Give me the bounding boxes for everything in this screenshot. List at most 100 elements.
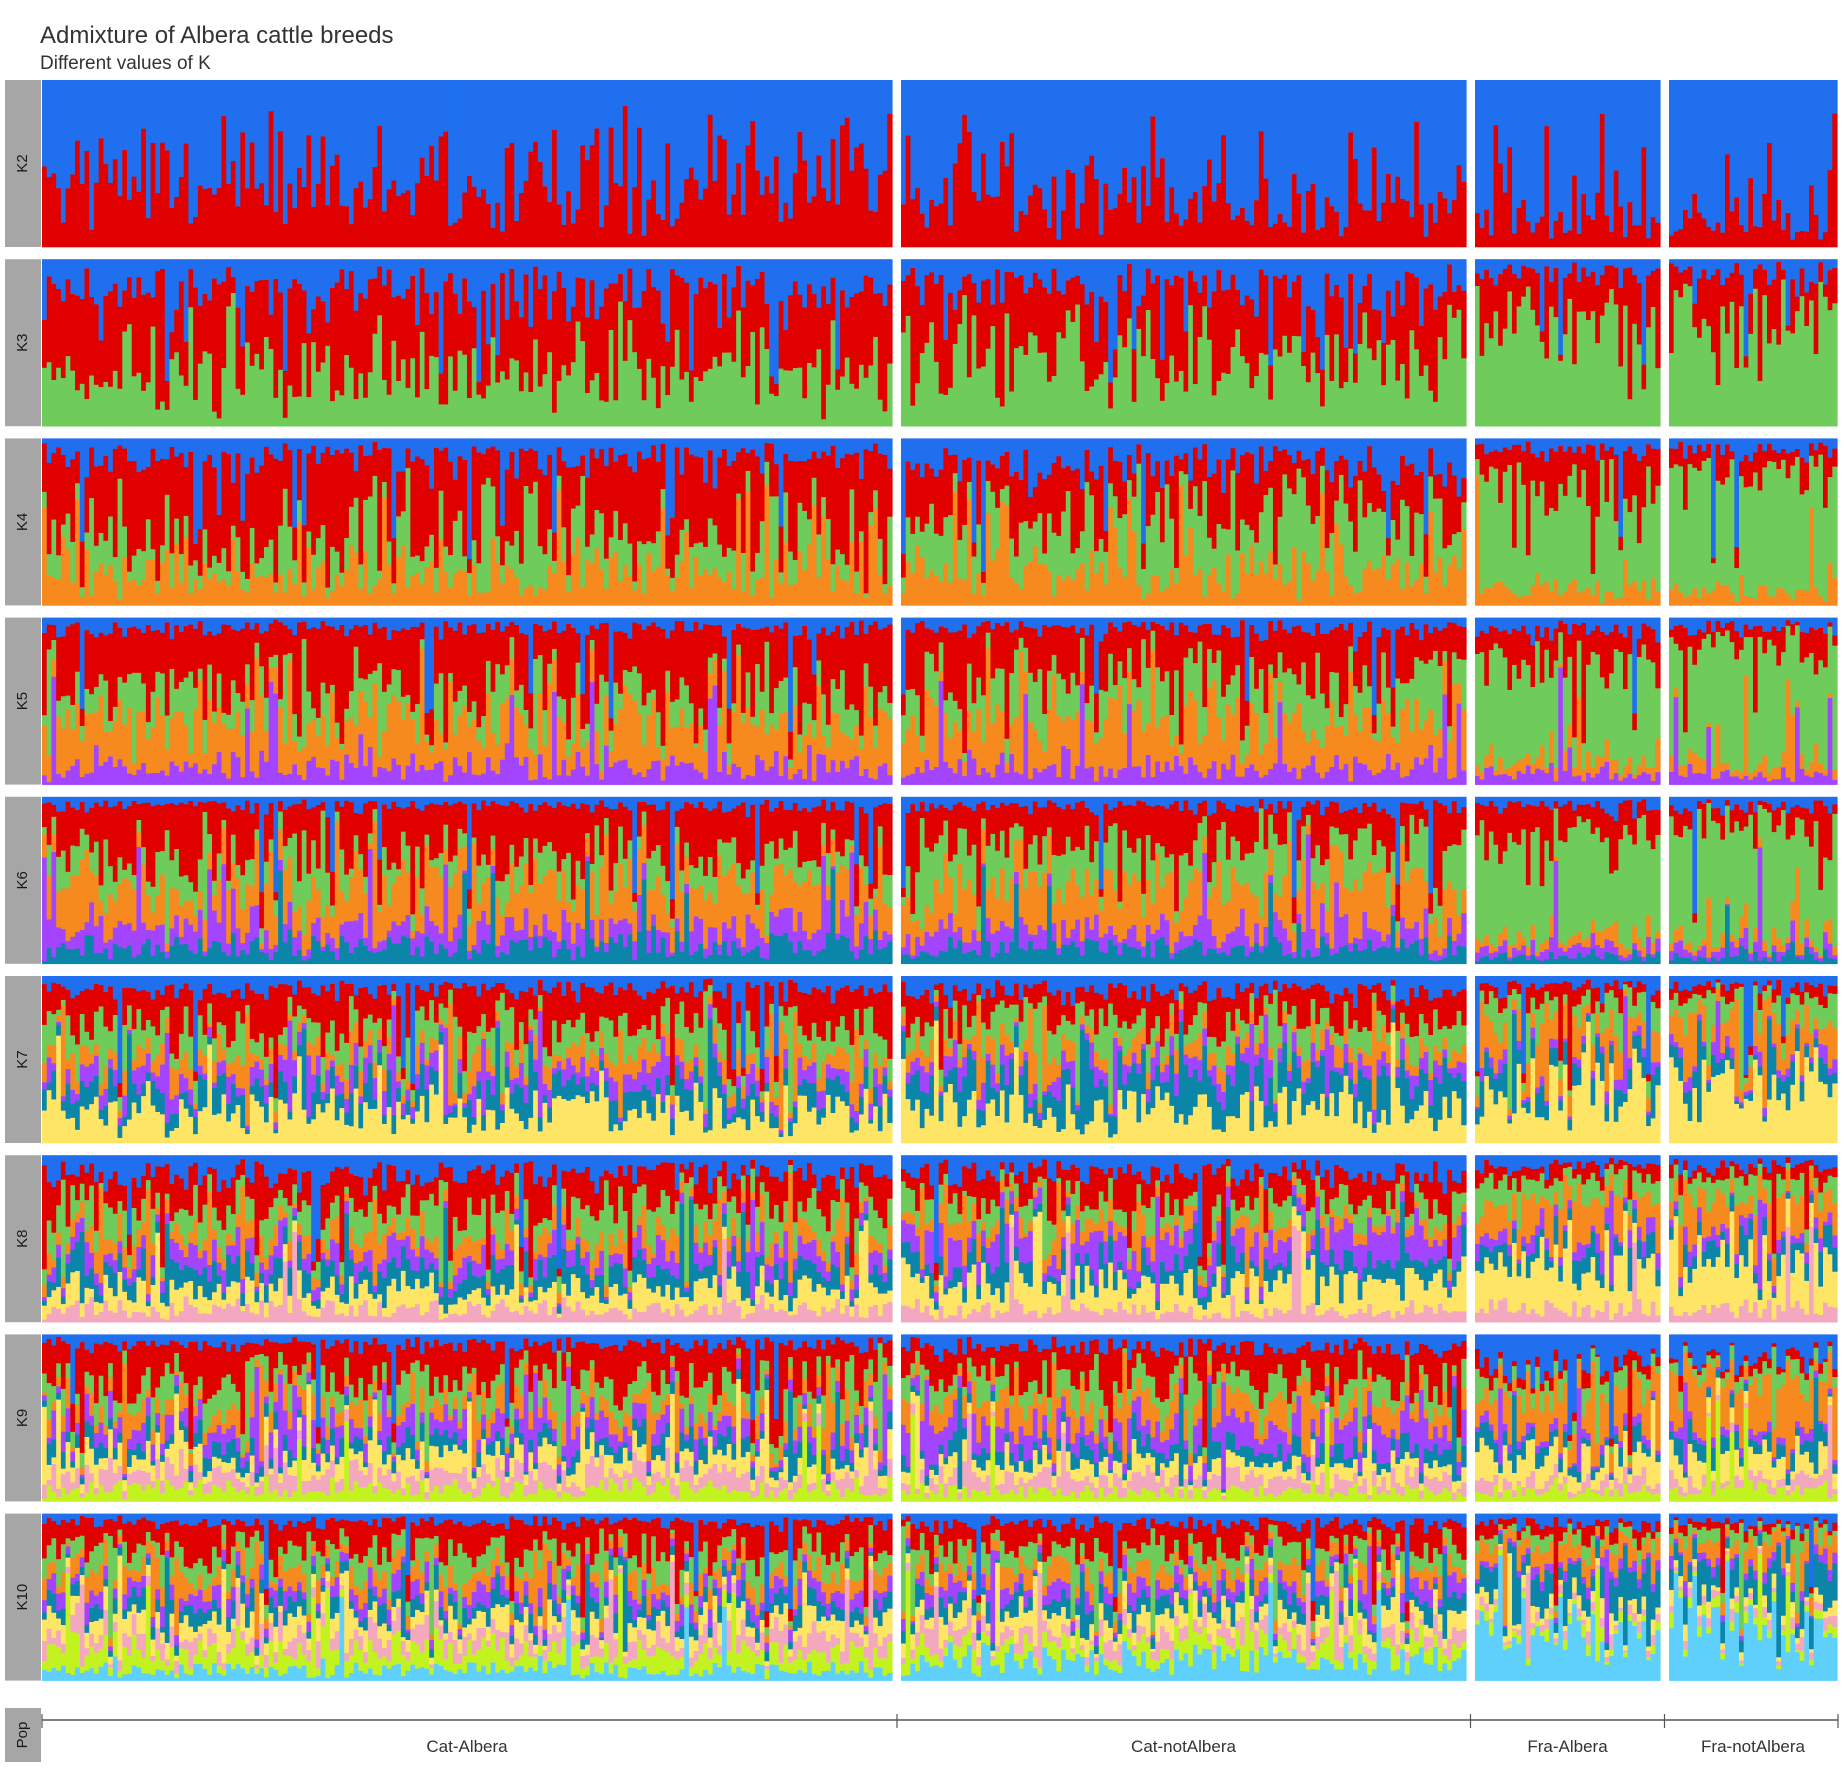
ancestry-bar (1085, 703, 1090, 720)
ancestry-bar (1287, 80, 1292, 227)
ancestry-bar (1804, 259, 1809, 292)
ancestry-bar (297, 449, 302, 501)
ancestry-bar (453, 701, 458, 734)
ancestry-bar (850, 454, 855, 489)
ancestry-bar (670, 630, 675, 702)
ancestry-bar (212, 80, 217, 195)
ancestry-bar (929, 80, 934, 200)
ancestry-bar (864, 378, 869, 427)
ancestry-bar (1132, 177, 1137, 247)
ancestry-bar (854, 259, 859, 293)
ancestry-bar (1188, 632, 1193, 649)
ancestry-bar (203, 351, 208, 426)
ancestry-bar (1595, 192, 1600, 247)
ancestry-bar (1353, 80, 1358, 159)
ancestry-bar (1395, 629, 1400, 678)
ancestry-bar (458, 438, 463, 456)
ancestry-bar (335, 618, 340, 631)
ancestry-bar (1151, 438, 1156, 476)
ancestry-bar (835, 438, 840, 468)
ancestry-bar (1000, 438, 1005, 455)
ancestry-bar (750, 630, 755, 717)
ancestry-bar (665, 766, 670, 785)
ancestry-bar (783, 454, 788, 493)
ancestry-bar (377, 578, 382, 605)
ancestry-bar (958, 578, 963, 606)
ancestry-bar (1278, 517, 1283, 565)
ancestry-bar (1498, 648, 1503, 757)
ancestry-bar (755, 404, 760, 426)
ancestry-bar (943, 762, 948, 785)
ancestry-bar (1531, 310, 1536, 427)
ancestry-bar (297, 736, 302, 751)
ancestry-bar (1254, 483, 1259, 542)
ancestry-bar (1517, 618, 1522, 632)
ancestry-bar (1103, 531, 1108, 552)
ancestry-bar (1716, 259, 1721, 269)
ancestry-bar (1061, 259, 1066, 294)
ancestry-bar (1174, 568, 1179, 584)
ancestry-bar (1362, 517, 1367, 569)
ancestry-bar (1019, 651, 1024, 774)
ancestry-bar (1282, 764, 1287, 785)
ancestry-bar (557, 775, 562, 785)
ancestry-bar (1400, 626, 1405, 683)
ancestry-bar (1800, 259, 1805, 268)
ancestry-bar (1311, 474, 1316, 524)
ancestry-bar (1395, 380, 1400, 426)
ancestry-bar (1240, 259, 1245, 305)
ancestry-bar (783, 618, 788, 623)
ancestry-bar (1381, 343, 1386, 386)
ancestry-bar (1521, 773, 1526, 784)
ancestry-bar (694, 438, 699, 456)
ancestry-bar (467, 726, 472, 752)
ancestry-bar (174, 689, 179, 712)
ancestry-bar (1264, 640, 1269, 713)
ancestry-bar (1804, 590, 1809, 605)
ancestry-bar (859, 291, 864, 365)
ancestry-bar (1758, 227, 1763, 247)
ancestry-bar (1047, 228, 1052, 248)
ancestry-bar (1405, 699, 1410, 776)
ancestry-bar (1706, 438, 1711, 443)
ancestry-bar (986, 460, 991, 481)
ancestry-bar (524, 274, 529, 372)
ancestry-bar (1075, 618, 1080, 634)
ancestry-bar (377, 266, 382, 315)
ancestry-bar (1814, 587, 1819, 606)
ancestry-bar (528, 780, 533, 785)
ancestry-bar (868, 259, 873, 278)
ancestry-bar (292, 397, 297, 427)
ancestry-bar (406, 448, 411, 468)
ancestry-bar (75, 295, 80, 390)
ancestry-bar (401, 80, 406, 193)
ancestry-bar (85, 259, 90, 268)
ancestry-bar (1254, 316, 1259, 376)
ancestry-bar (1367, 438, 1372, 446)
ancestry-bar (363, 438, 368, 456)
ancestry-bar (680, 530, 685, 562)
ancestry-bar (396, 295, 401, 381)
ancestry-bar (1730, 273, 1735, 302)
ancestry-bar (1080, 618, 1085, 629)
ancestry-bar (1800, 296, 1805, 427)
ancestry-bar (519, 317, 524, 391)
ancestry-bar (316, 538, 321, 568)
ancestry-bar (543, 590, 548, 606)
ancestry-bar (425, 80, 430, 176)
ancestry-bar (1484, 633, 1489, 686)
ancestry-bar (1061, 721, 1066, 746)
ancestry-bar (1720, 306, 1725, 426)
ancestry-bar (755, 259, 760, 279)
ancestry-bar (1433, 259, 1438, 310)
ancestry-bar (146, 519, 151, 559)
ancestry-bar (505, 743, 510, 785)
ancestry-bar (1334, 755, 1339, 785)
ancestry-bar (1169, 746, 1174, 771)
ancestry-bar (934, 476, 939, 533)
ancestry-bar (1019, 618, 1024, 622)
ancestry-bar (1646, 238, 1651, 247)
ancestry-bar (240, 259, 245, 346)
ancestry-bar (1146, 618, 1151, 631)
ancestry-bar (448, 273, 453, 357)
